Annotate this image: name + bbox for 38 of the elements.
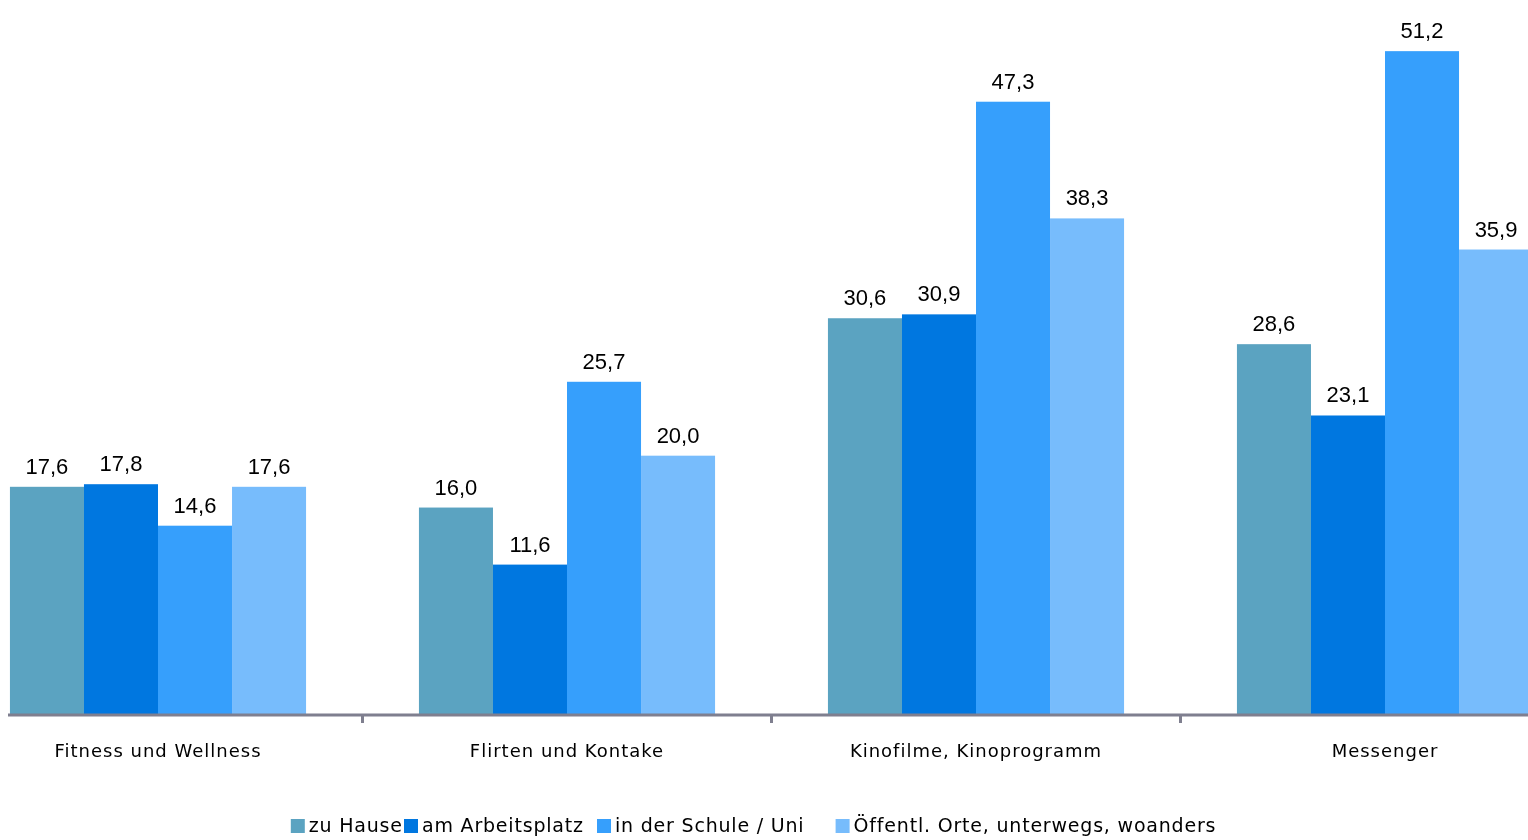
data-label: 17,6 xyxy=(247,453,291,479)
bar xyxy=(1310,415,1385,715)
data-label: 17,6 xyxy=(25,453,69,479)
bar xyxy=(83,484,158,715)
data-label: 17,8 xyxy=(99,451,143,477)
legend-label: zu Hause xyxy=(308,814,403,836)
bar xyxy=(418,507,493,715)
bar xyxy=(976,101,1051,715)
data-label: 38,3 xyxy=(1065,185,1109,211)
data-label: 16,0 xyxy=(434,474,478,500)
data-label: 28,6 xyxy=(1252,311,1296,337)
legend-label: am Arbeitsplatz xyxy=(422,814,584,836)
data-label: 25,7 xyxy=(582,348,626,374)
x-tick-label: Messenger xyxy=(1331,740,1439,761)
bar xyxy=(232,486,307,715)
bar xyxy=(158,525,233,715)
x-tick-label: Fitness und Wellness xyxy=(54,740,262,761)
data-label: 11,6 xyxy=(509,531,551,557)
data-label: 23,1 xyxy=(1326,382,1370,408)
bar xyxy=(1050,218,1125,715)
bar xyxy=(901,314,976,715)
x-tick-label: Kinofilme, Kinoprogramm xyxy=(849,740,1103,761)
data-label: 30,9 xyxy=(917,281,961,307)
bar xyxy=(1236,344,1311,715)
bar xyxy=(567,381,642,715)
legend-label: in der Schule / Uni xyxy=(615,814,805,836)
data-label: 47,3 xyxy=(991,68,1035,94)
data-label: 35,9 xyxy=(1474,216,1518,242)
legend-label: Öffentl. Orte, unterwegs, woanders xyxy=(853,814,1217,836)
data-label: 51,2 xyxy=(1400,18,1444,44)
bar xyxy=(641,455,716,715)
data-label: 20,0 xyxy=(656,422,700,448)
bar xyxy=(827,318,902,715)
data-label: 30,6 xyxy=(843,285,887,311)
data-label: 14,6 xyxy=(173,492,217,518)
bar xyxy=(9,486,84,715)
x-tick-label: Flirten und Kontake xyxy=(469,740,665,761)
bar xyxy=(492,564,567,715)
